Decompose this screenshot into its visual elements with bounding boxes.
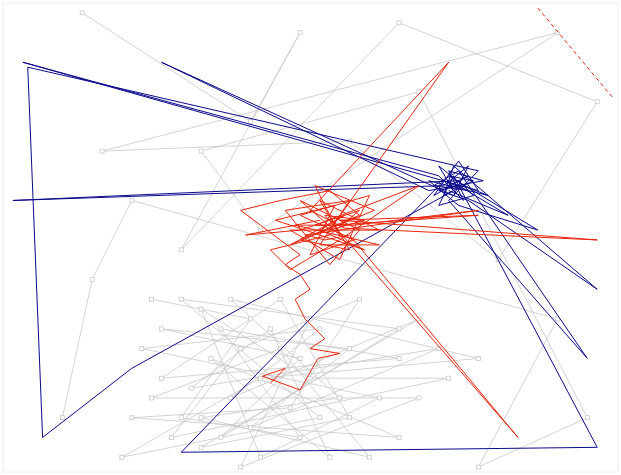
series-marker xyxy=(476,356,480,360)
series-marker xyxy=(150,297,154,301)
series-marker xyxy=(397,435,401,439)
series-marker xyxy=(348,347,352,351)
series-marker xyxy=(120,455,124,459)
series-marker xyxy=(338,396,342,400)
series-marker xyxy=(199,416,203,420)
series-marker xyxy=(150,396,154,400)
series-marker xyxy=(179,297,183,301)
series-marker xyxy=(189,386,193,390)
series-marker xyxy=(209,356,213,360)
series-marker xyxy=(447,376,451,380)
series-marker xyxy=(100,149,104,153)
series-line xyxy=(241,62,598,437)
series-marker xyxy=(229,297,233,301)
series-line xyxy=(62,13,597,467)
series-marker xyxy=(159,376,163,380)
series-marker xyxy=(417,396,421,400)
series-marker xyxy=(219,327,223,331)
series-marker xyxy=(199,149,203,153)
series-marker xyxy=(199,307,203,311)
series-marker xyxy=(397,21,401,25)
series-marker xyxy=(397,327,401,331)
series-marker xyxy=(328,455,332,459)
series-marker xyxy=(199,445,203,449)
chart xyxy=(0,0,621,475)
plot-frame xyxy=(3,3,618,472)
series-marker xyxy=(159,327,163,331)
series-marker xyxy=(358,297,362,301)
series-marker xyxy=(595,100,599,104)
series-marker xyxy=(298,356,302,360)
series-marker xyxy=(308,376,312,380)
series-marker xyxy=(90,277,94,281)
series-marker xyxy=(298,31,302,35)
series-marker xyxy=(60,416,64,420)
series-marker xyxy=(298,435,302,439)
series-marker xyxy=(278,297,282,301)
series-marker xyxy=(268,327,272,331)
series-marker xyxy=(219,435,223,439)
series-line xyxy=(538,8,612,97)
series-marker xyxy=(169,435,173,439)
series-marker xyxy=(318,416,322,420)
series-line xyxy=(13,62,597,452)
series-marker xyxy=(258,455,262,459)
series-marker xyxy=(377,396,381,400)
series-marker xyxy=(397,356,401,360)
series-marker xyxy=(367,455,371,459)
series-marker xyxy=(249,317,253,321)
series-marker xyxy=(239,465,243,469)
series-marker xyxy=(179,416,183,420)
series-marker xyxy=(249,119,253,123)
series-marker xyxy=(239,347,243,351)
series-marker xyxy=(140,347,144,351)
series-marker xyxy=(130,416,134,420)
series-marker xyxy=(130,198,134,202)
series-marker xyxy=(288,406,292,410)
series-marker xyxy=(80,11,84,15)
plot-area xyxy=(13,8,612,469)
series-marker xyxy=(585,416,589,420)
series-marker xyxy=(476,465,480,469)
series-marker xyxy=(318,327,322,331)
series-marker xyxy=(258,376,262,380)
series-marker xyxy=(249,426,253,430)
series-marker xyxy=(348,416,352,420)
series-marker xyxy=(179,248,183,252)
